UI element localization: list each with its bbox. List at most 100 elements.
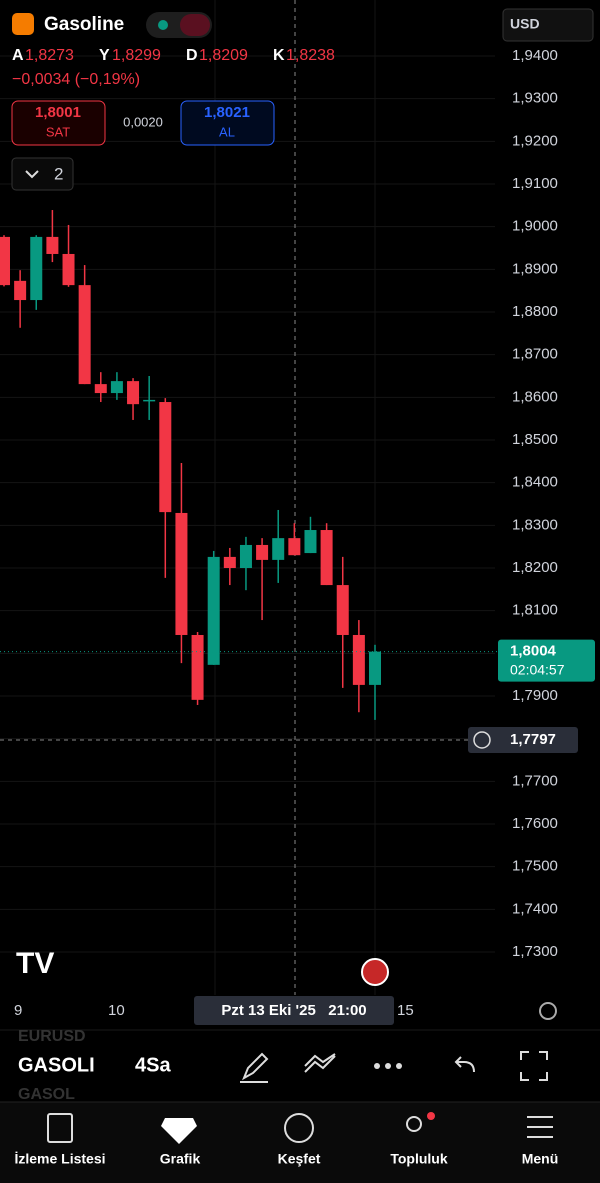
- y-tick-label: 1,7900: [512, 687, 558, 704]
- ohlc-key: Y: [99, 47, 110, 64]
- countdown: 02:04:57: [510, 661, 565, 677]
- candle-body: [30, 236, 43, 301]
- y-tick-label: 1,8900: [512, 260, 558, 277]
- y-tick-label: 1,8200: [512, 559, 558, 576]
- ohlc-row: A 1,8273 Y 1,8299 D 1,8209 K 1,8238: [12, 47, 335, 64]
- y-tick-label: 1,9100: [512, 175, 558, 192]
- chevron: [25, 170, 39, 179]
- toolbar-symbol[interactable]: GASOLI: [18, 1054, 95, 1076]
- y-tick-label: 1,7300: [512, 943, 558, 960]
- nav-label[interactable]: Grafik: [160, 1151, 201, 1167]
- crosshair-date: Pzt 13 Eki '25 21:00: [221, 1002, 366, 1019]
- y-tick-label: 1,8700: [512, 346, 558, 363]
- candle-body: [272, 538, 285, 560]
- candle-body: [175, 512, 188, 635]
- candle-body: [110, 381, 123, 394]
- candle-body: [336, 585, 349, 635]
- candle-body: [223, 556, 236, 568]
- chart-icon: [161, 1118, 197, 1144]
- time-axis: 9 10 15 Pzt 13 Eki '25 21:00: [14, 996, 414, 1025]
- spread: 0,0020: [123, 114, 163, 129]
- candle-body: [46, 236, 59, 254]
- nav-label[interactable]: İzleme Listesi: [14, 1151, 105, 1167]
- candle-body: [320, 530, 333, 586]
- ohlc-value: 1,8273: [25, 47, 74, 64]
- tv-logo: TV: [16, 947, 54, 980]
- y-tick-label: 1,8300: [512, 516, 558, 533]
- event-flag[interactable]: [361, 958, 389, 986]
- candle-body: [256, 544, 269, 560]
- crosshair-date-tag: [194, 996, 394, 1025]
- ohlc-value: 1,8209: [199, 47, 248, 64]
- candle-body: [127, 381, 140, 405]
- y-tick-label: 1,7700: [512, 772, 558, 789]
- ohlc-value: 1,8238: [286, 47, 335, 64]
- change: −0,0034 (−0,19%): [12, 71, 140, 88]
- symbol-icon: [12, 13, 34, 35]
- nav-label[interactable]: Keşfet: [278, 1151, 321, 1167]
- y-tick-label: 1,7600: [512, 815, 558, 832]
- indicators-toggle[interactable]: [11, 157, 74, 191]
- candle-body: [0, 236, 10, 286]
- delay-icon: [180, 14, 210, 36]
- y-tick-label: 1,7400: [512, 900, 558, 917]
- y-tick-label: 1,9300: [512, 90, 558, 107]
- candle-body: [143, 399, 156, 402]
- currency: USD: [510, 16, 540, 32]
- candle-body: [14, 280, 27, 301]
- symbol-title[interactable]: Gasoline: [44, 14, 124, 35]
- buy-label: AL: [219, 124, 235, 139]
- x-tick-label: 10: [108, 1002, 125, 1019]
- candle-body: [78, 285, 91, 385]
- buy-price: 1,8021: [204, 104, 250, 121]
- ohlc-value: 1,8299: [112, 47, 161, 64]
- y-tick-label: 1,7500: [512, 858, 558, 875]
- candles: [0, 210, 381, 720]
- sell-label: SAT: [46, 124, 70, 139]
- candle-body: [304, 530, 317, 554]
- y-tick-label: 1,8800: [512, 303, 558, 320]
- draw-icon[interactable]: [240, 1052, 269, 1083]
- candle-body: [62, 253, 75, 286]
- sell-button[interactable]: [11, 100, 106, 146]
- indicator-count: 2: [54, 164, 63, 183]
- y-tick-label: 1,8400: [512, 474, 558, 491]
- watchlist-icon: [47, 1113, 73, 1143]
- community-icon: [406, 1116, 422, 1132]
- more-icon[interactable]: [374, 1063, 402, 1069]
- menu-icon: [527, 1116, 553, 1138]
- candle-body: [288, 538, 301, 556]
- nav-label[interactable]: Topluluk: [390, 1151, 447, 1167]
- y-tick-label: 1,8500: [512, 431, 558, 448]
- x-tick-label: 15: [397, 1002, 414, 1019]
- explore-icon: [284, 1113, 314, 1143]
- last-price-tag: [498, 639, 595, 682]
- ohlc-key: A: [12, 47, 24, 64]
- candle-body: [159, 402, 172, 513]
- candle-body: [94, 384, 107, 394]
- y-tick-label: 1,9000: [512, 218, 558, 235]
- currency-selector[interactable]: [502, 8, 594, 42]
- ohlc-key: D: [186, 47, 198, 64]
- add-alert-icon[interactable]: [473, 731, 491, 749]
- buy-button[interactable]: [180, 100, 275, 146]
- ghost-symbol: EURUSD: [18, 1028, 86, 1045]
- nav-label[interactable]: Menü: [522, 1151, 559, 1167]
- candle-body: [191, 634, 204, 700]
- y-tick-label: 1,8600: [512, 388, 558, 405]
- market-open-dot: [158, 20, 168, 30]
- y-tick-label: 1,9200: [512, 132, 558, 149]
- y-tick-label: 1,9400: [512, 47, 558, 64]
- y-tick-label: 1,8100: [512, 602, 558, 619]
- settings-icon[interactable]: [539, 1002, 557, 1020]
- notification-dot: [427, 1112, 435, 1120]
- last-price: 1,8004: [510, 643, 557, 660]
- sell-price: 1,8001: [35, 104, 81, 121]
- candle-body: [207, 556, 220, 665]
- undo-icon[interactable]: [454, 1056, 475, 1073]
- fullscreen-icon[interactable]: [520, 1051, 548, 1081]
- indicators-icon[interactable]: [304, 1053, 336, 1073]
- interval[interactable]: 4Sa: [135, 1054, 171, 1076]
